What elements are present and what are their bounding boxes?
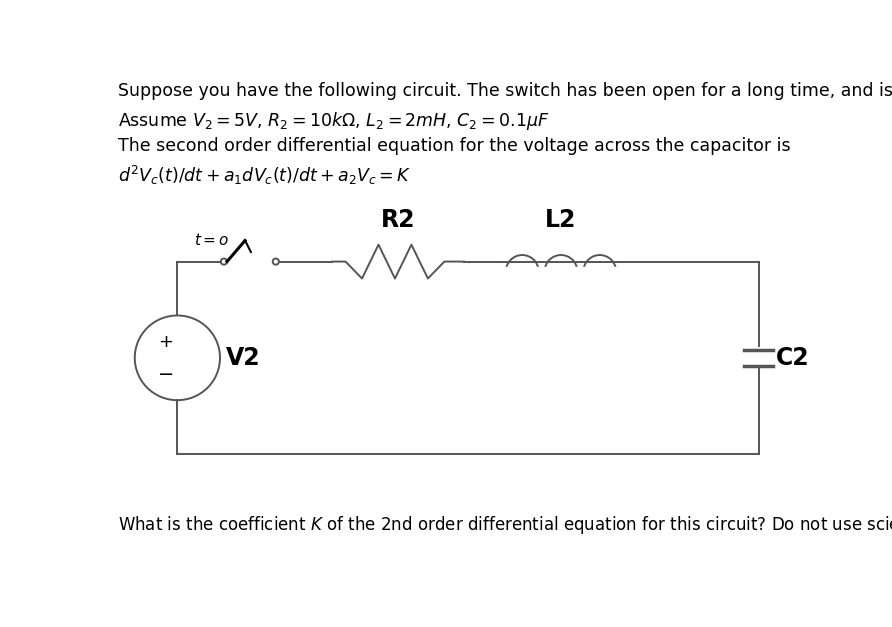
Text: R2: R2 [381, 208, 416, 233]
Text: −: − [158, 366, 174, 384]
Text: What is the coefficient $K$ of the 2nd order differential equation for this circ: What is the coefficient $K$ of the 2nd o… [118, 515, 892, 537]
Text: Suppose you have the following circuit. The switch has been open for a long time: Suppose you have the following circuit. … [118, 82, 892, 100]
Bar [499, 267, 623, 292]
Text: $d^2V_c(t)/dt + a_1dV_c(t)/dt + a_2V_c = K$: $d^2V_c(t)/dt + a_1dV_c(t)/dt + a_2V_c =… [118, 164, 411, 187]
Text: V2: V2 [227, 346, 260, 370]
Text: The second order differential equation for the voltage across the capacitor is: The second order differential equation f… [118, 137, 790, 155]
Text: $t = o$: $t = o$ [194, 232, 230, 248]
Text: Assume $V_2 = 5V$, $R_2 = 10k\Omega$, $L_2 = 2mH$, $C_2 = 0.1\mu F$: Assume $V_2 = 5V$, $R_2 = 10k\Omega$, $L… [118, 110, 549, 132]
Text: +: + [158, 334, 173, 351]
Text: C2: C2 [776, 346, 809, 370]
Text: L2: L2 [545, 208, 577, 233]
